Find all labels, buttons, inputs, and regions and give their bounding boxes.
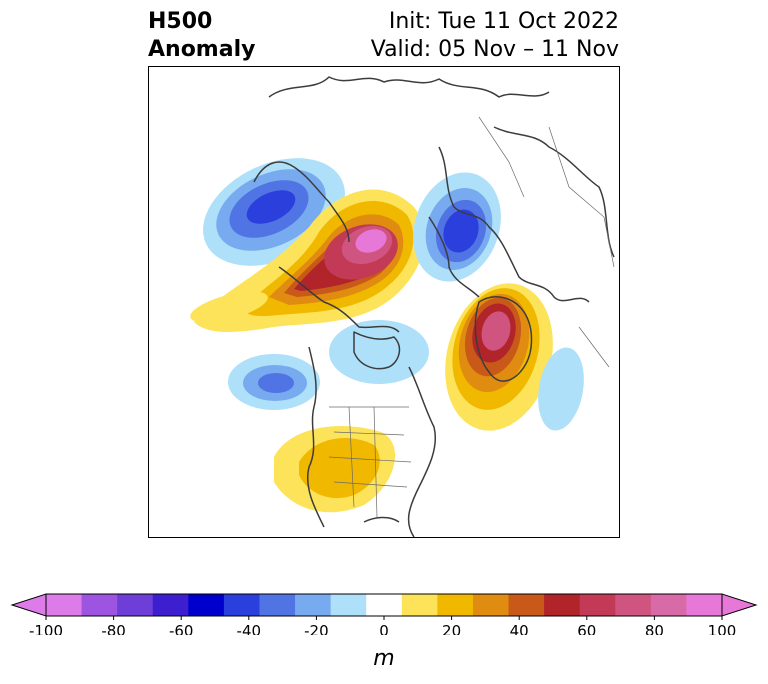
colorbar-tick-label: -80 [101,622,126,635]
colorbar-bin [117,594,154,616]
colorbar-bin [295,594,332,616]
anomaly-hudson-low [329,320,429,384]
title-field: Anomaly [148,37,256,62]
colorbar-bin [579,594,616,616]
map-dates: Init: Tue 11 Oct 2022 Valid: 05 Nov – 11… [371,8,619,64]
colorbar-tick-label: -60 [169,622,194,635]
anomaly-scandinavia-low [413,172,501,282]
colorbar-extend-high [721,593,758,617]
map-canvas [190,76,615,537]
colorbar-bin [259,594,296,616]
colorbar-bin [472,594,510,616]
valid-range: Valid: 05 Nov – 11 Nov [370,37,619,62]
colorbar-bin [366,594,403,616]
anomaly-map [148,66,620,538]
title-variable: H500 [148,9,213,34]
anomaly-pacific-ridge [190,291,268,323]
colorbar-bin [401,594,438,616]
colorbar-tick-label: -20 [304,622,329,635]
anomaly-pacific-low [228,354,320,410]
colorbar-ticks: -100 -80 -60 -40 -20 0 20 40 60 80 100 [29,616,736,635]
colorbar-bin [223,594,260,616]
colorbar-tick-label: 100 [708,622,737,635]
colorbar-bin [544,594,581,616]
colorbar-tick-label: 80 [645,622,664,635]
colorbar-tick-label: 20 [442,622,461,635]
colorbar-bin [650,594,687,616]
colorbar-bin [152,594,189,616]
colorbar: -100 -80 -60 -40 -20 0 20 40 60 80 100 [10,593,758,635]
anomaly-alaska-low [203,158,345,266]
colorbar-bin [615,594,652,616]
borders [328,116,615,518]
colorbar-tick-label: 40 [510,622,529,635]
colorbar-tick-label: 60 [577,622,596,635]
colorbar-bin [330,594,367,616]
colorbar-bin [81,594,118,616]
anomaly-arctic-high [194,189,425,332]
map-title: H500 Anomaly [148,8,255,64]
colorbar-unit: m [373,646,395,671]
colorbar-tick-label: 0 [379,622,389,635]
colorbar-bin [686,594,723,616]
colorbar-bin [508,594,545,616]
anomaly-east-atlantic-low [538,347,584,431]
colorbar-bin [188,594,225,616]
colorbar-bin [437,594,474,616]
colorbar-bin [46,594,83,616]
colorbar-tick-label: -40 [237,622,262,635]
coastlines [253,76,615,537]
colorbar-tick-label: -100 [29,622,63,635]
colorbar-extend-low [10,593,47,617]
colorbar-bins [46,594,723,616]
anomaly-western-us-high [274,425,396,513]
init-date: Init: Tue 11 Oct 2022 [388,9,619,34]
